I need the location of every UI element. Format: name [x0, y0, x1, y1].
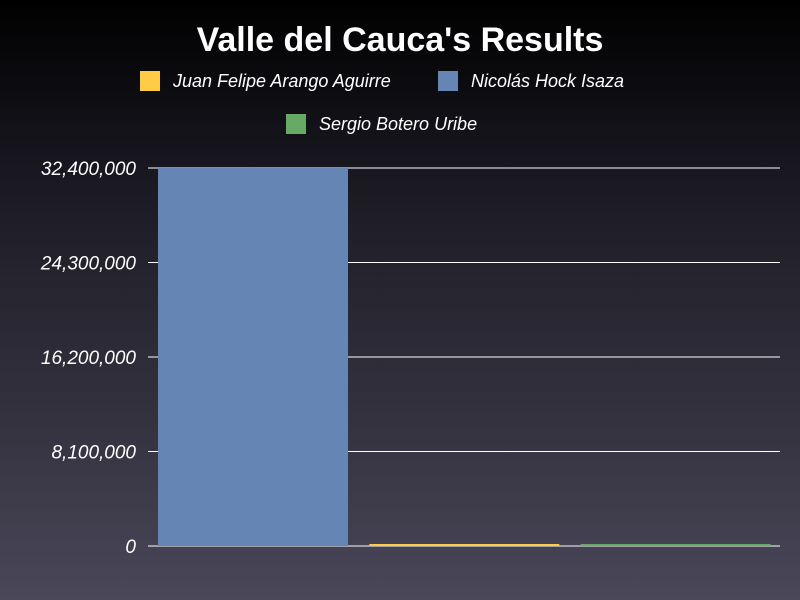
legend-label-arango: Juan Felipe Arango Aguirre [173, 70, 391, 91]
bar-sergio-botero-uribe [580, 544, 771, 546]
legend-swatch-hock [438, 71, 458, 91]
legend-swatch-arango [140, 71, 160, 91]
legend-label-hock: Nicolás Hock Isaza [471, 70, 625, 91]
legend-label-botero: Sergio Botero Uribe [319, 113, 478, 134]
chart-title: Valle del Cauca's Results [196, 21, 604, 59]
y-tick-label: 32,400,000 [41, 159, 137, 180]
legend-item-arango: Juan Felipe Arango Aguirre [140, 69, 391, 93]
y-tick-label: 8,100,000 [51, 443, 136, 464]
legend-item-hock: Nicolás Hock Isaza [438, 69, 624, 93]
y-tick-label: 0 [125, 537, 136, 558]
y-tick-label: 24,300,000 [40, 254, 137, 275]
legend-swatch-botero [286, 114, 306, 134]
bar-juan-felipe-arango-aguirre [369, 544, 560, 546]
y-tick-label: 16,200,000 [41, 348, 137, 369]
bar-nicol-s-hock-isaza [158, 168, 348, 546]
legend-item-botero: Sergio Botero Uribe [286, 112, 477, 136]
